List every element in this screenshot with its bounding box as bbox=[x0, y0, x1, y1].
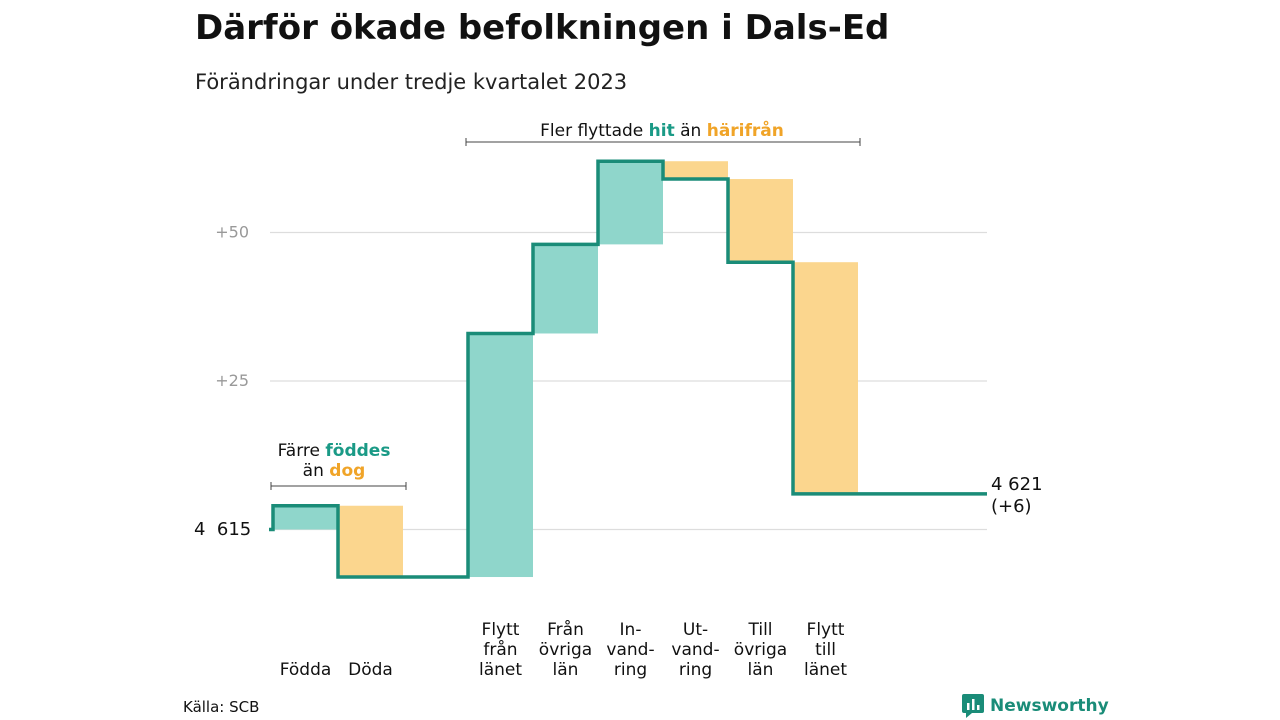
end-value-label: 4 621 bbox=[991, 474, 1043, 495]
x-tick-label: Flytt bbox=[807, 620, 845, 640]
waterfall-bar bbox=[598, 161, 663, 245]
migration-annotation-hit: hit bbox=[649, 121, 675, 141]
waterfall-bar bbox=[728, 179, 793, 263]
migration-annotation-harifran: härifrån bbox=[707, 119, 784, 141]
x-tick-label: vand- bbox=[671, 640, 719, 660]
x-tick-label: Ut- bbox=[683, 620, 708, 640]
x-tick-labels: Födda DödaFlyttfrånlänetFrånövrigalänIn-v… bbox=[280, 619, 848, 680]
x-tick-label: länet bbox=[804, 660, 847, 680]
x-tick-label: län bbox=[748, 660, 774, 680]
migration-annotation: Fler flyttade hit än härifrån bbox=[465, 119, 861, 146]
end-change-label: (+6) bbox=[991, 496, 1032, 517]
x-tick-label: Till bbox=[747, 620, 772, 640]
waterfall-bar bbox=[273, 505, 338, 530]
bars bbox=[273, 161, 858, 578]
x-tick-label: Födda bbox=[280, 660, 332, 680]
x-tick-label: Döda bbox=[348, 660, 393, 680]
births-annotation-prefix: Färre bbox=[278, 441, 326, 461]
source-note: Källa: SCB bbox=[183, 698, 260, 716]
migration-annotation-mid: än bbox=[675, 121, 707, 141]
x-tick-label: Från bbox=[547, 619, 584, 640]
x-tick-label: ring bbox=[679, 660, 712, 680]
svg-text:än dog: än dog bbox=[303, 461, 366, 481]
x-tick-label: Flytt bbox=[482, 620, 520, 640]
y-tick-label: +25 bbox=[215, 371, 249, 390]
chart-subtitle: Förändringar under tredje kvartalet 2023 bbox=[195, 70, 628, 94]
brand-logo: Newsworthy bbox=[962, 694, 1109, 718]
waterfall-bar bbox=[338, 505, 403, 578]
x-tick-label: vand- bbox=[606, 640, 654, 660]
brand-name: Newsworthy bbox=[990, 696, 1109, 716]
x-tick-label: ring bbox=[614, 660, 647, 680]
waterfall-bar bbox=[468, 333, 533, 578]
x-tick-label: länet bbox=[479, 660, 522, 680]
chart-title: Därför ökade befolkningen i Dals-Ed bbox=[195, 8, 890, 48]
births-annotation-foddes: föddes bbox=[325, 441, 390, 461]
migration-annotation-prefix: Fler flyttade bbox=[540, 121, 649, 141]
svg-text:Färre föddes: Färre föddes bbox=[278, 441, 391, 461]
gridlines bbox=[270, 231, 987, 531]
births-annotation-prefix2: än bbox=[303, 461, 330, 481]
svg-text:Fler flyttade hit än härifrån: Fler flyttade hit än härifrån bbox=[540, 119, 784, 141]
y-tick-labels: +25 +50 bbox=[215, 223, 249, 391]
start-value-label: 4 615 bbox=[194, 519, 251, 540]
births-annotation-dog: dog bbox=[329, 461, 365, 481]
x-tick-label: län bbox=[553, 660, 579, 680]
x-tick-label: övriga bbox=[539, 640, 592, 660]
y-tick-label: +50 bbox=[215, 223, 249, 242]
births-annotation: Färre föddes än dog bbox=[270, 441, 407, 490]
cumulative-step-line bbox=[269, 159, 987, 579]
waterfall-bar bbox=[793, 262, 858, 494]
x-tick-label: övriga bbox=[734, 640, 787, 660]
x-tick-label: från bbox=[483, 639, 517, 660]
waterfall-bar bbox=[663, 161, 728, 180]
waterfall-bar bbox=[533, 244, 598, 334]
newsworthy-icon bbox=[962, 694, 984, 718]
x-tick-label: In- bbox=[620, 620, 642, 640]
x-tick-label: till bbox=[815, 640, 836, 660]
